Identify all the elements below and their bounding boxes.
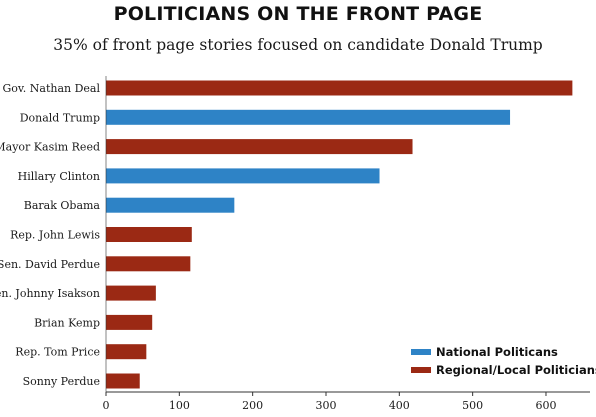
- legend-swatch-regional: [411, 367, 431, 373]
- x-tick-label-0: 0: [103, 399, 110, 412]
- category-label-0: Gov. Nathan Deal: [2, 82, 100, 95]
- bar-2: [106, 139, 413, 155]
- category-label-2: Mayor Kasim Reed: [0, 141, 100, 154]
- bar-10: [106, 373, 140, 389]
- x-tick-label-4: 400: [389, 399, 410, 412]
- legend-label-national: National Politicans: [436, 345, 558, 359]
- x-tick-label-5: 500: [462, 399, 483, 412]
- bar-8: [106, 314, 153, 330]
- category-label-7: Sen. Johnny Isakson: [0, 287, 100, 300]
- bar-9: [106, 344, 147, 360]
- bar-7: [106, 285, 156, 301]
- legend-label-regional: Regional/Local Politicians: [436, 363, 596, 377]
- category-labels: Gov. Nathan Deal Donald Trump Mayor Kasim …: [0, 82, 100, 388]
- chart-title: POLITICIANS ON THE FRONT PAGE: [113, 3, 483, 25]
- x-tick-label-6: 600: [535, 399, 556, 412]
- bar-3: [106, 168, 380, 184]
- legend: National Politicans Regional/Local Politi…: [411, 345, 596, 377]
- bar-0: [106, 80, 573, 96]
- chart-subtitle: 35% of front page stories focused on can…: [53, 36, 543, 54]
- bar-1: [106, 109, 511, 125]
- bar-5: [106, 227, 192, 242]
- x-tick-label-2: 200: [242, 399, 263, 412]
- category-label-10: Sonny Perdue: [23, 375, 100, 388]
- category-label-3: Hillary Clinton: [18, 170, 100, 183]
- x-tick-label-1: 100: [169, 399, 190, 412]
- category-label-1: Donald Trump: [20, 111, 100, 124]
- bars: [106, 80, 573, 389]
- bar-6: [106, 256, 191, 272]
- x-tick-label-3: 300: [315, 399, 336, 412]
- bar-4: [106, 197, 235, 213]
- category-label-5: Rep. John Lewis: [10, 229, 100, 242]
- category-label-4: Barak Obama: [24, 199, 101, 212]
- category-label-9: Rep. Tom Price: [15, 346, 100, 359]
- category-label-8: Brian Kemp: [34, 316, 100, 329]
- x-axis: 0 100 200 300 400 500 600: [103, 76, 590, 412]
- category-label-6: Sen. David Perdue: [0, 258, 100, 271]
- legend-swatch-national: [411, 349, 431, 355]
